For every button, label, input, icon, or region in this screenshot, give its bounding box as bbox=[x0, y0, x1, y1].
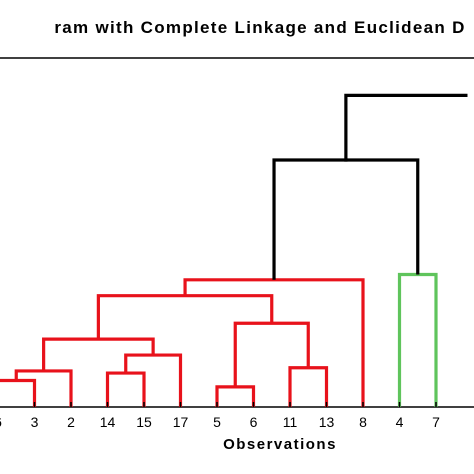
dendrogram-link-c bbox=[105, 371, 146, 407]
dendrogram-link-h bbox=[233, 321, 310, 387]
x-tick-label: 8 bbox=[359, 414, 367, 430]
dendrogram-link-a bbox=[0, 378, 37, 407]
dendrogram-link-j bbox=[183, 278, 365, 407]
x-axis-label: Observations bbox=[223, 436, 337, 453]
dendrogram-links bbox=[0, 93, 468, 407]
x-tick-label: 11 bbox=[283, 414, 298, 430]
x-axis-ticks bbox=[33, 402, 437, 407]
x-axis-tick-labels: 6 3 2 14 15 17 5 6 11 13 8 4 7 bbox=[0, 414, 440, 430]
x-tick-label: 17 bbox=[173, 414, 189, 430]
x-tick-label: 5 bbox=[213, 414, 221, 430]
dendrogram-link-g bbox=[288, 366, 329, 407]
dendrogram-link-l bbox=[272, 158, 420, 280]
x-tick-label: 13 bbox=[319, 414, 335, 430]
dendrogram-link-i bbox=[96, 294, 274, 340]
chart-title: ram with Complete Linkage and Euclidean … bbox=[54, 18, 466, 37]
dendrogram-link-b bbox=[14, 369, 73, 407]
dendrogram-link-k bbox=[397, 272, 438, 407]
x-tick-label: 6 bbox=[0, 414, 2, 430]
dendrogram-link-d bbox=[124, 353, 183, 407]
x-tick-label: 14 bbox=[100, 414, 116, 430]
dendrogram-link-m bbox=[344, 93, 468, 162]
x-tick-label: 6 bbox=[250, 414, 258, 430]
plot-frame bbox=[0, 57, 474, 408]
dendrogram-link-f bbox=[215, 385, 256, 407]
x-tick-label: 15 bbox=[136, 414, 152, 430]
x-tick-label: 4 bbox=[396, 414, 404, 430]
x-tick-label: 2 bbox=[67, 414, 75, 430]
x-tick-label: 7 bbox=[432, 414, 440, 430]
x-tick-label: 3 bbox=[31, 414, 39, 430]
